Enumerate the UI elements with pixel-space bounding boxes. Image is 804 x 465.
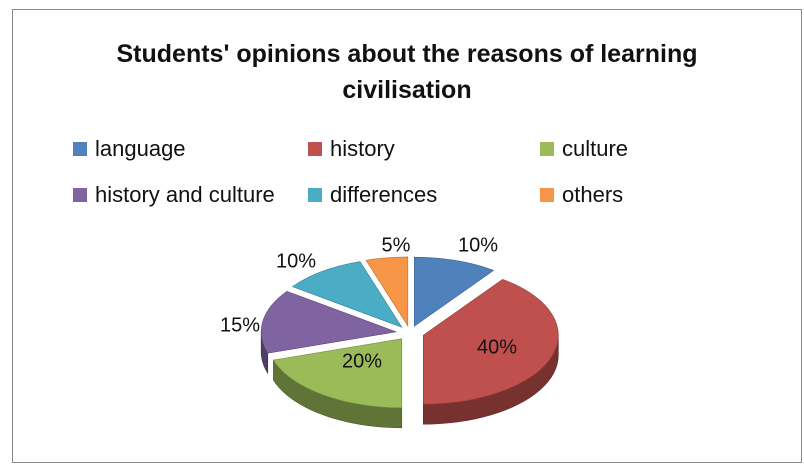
legend-label-culture: culture: [562, 136, 629, 161]
legend-label-language: language: [95, 136, 186, 161]
legend-swatch-history-and-culture: [73, 188, 87, 202]
data-label-culture: 20%: [342, 350, 382, 372]
pie-slice-differences: [291, 261, 403, 328]
legend-swatch-culture: [540, 142, 554, 156]
legend-item-culture: culture: [540, 136, 628, 162]
legend-item-language: language: [73, 136, 186, 162]
data-label-history-and-culture: 15%: [220, 314, 260, 336]
data-label-differences: 10%: [276, 250, 316, 272]
legend-label-others: others: [562, 182, 624, 207]
pie-slice-culture: [272, 338, 403, 409]
legend-swatch-others: [540, 188, 554, 202]
chart-title: Students' opinions about the reasons of …: [12, 36, 802, 108]
legend-swatch-language: [73, 142, 87, 156]
pie-slice-history: [423, 279, 559, 405]
legend-label-history: history: [330, 136, 395, 161]
legend-item-others: others: [540, 182, 623, 208]
legend-item-history: history: [308, 136, 395, 162]
legend-swatch-history: [308, 142, 322, 156]
data-label-history: 40%: [477, 336, 517, 358]
legend-label-differences: differences: [330, 182, 438, 207]
chart-frame: [12, 9, 802, 463]
legend-label-history-and-culture: history and culture: [95, 182, 275, 207]
legend-swatch-differences: [308, 188, 322, 202]
data-label-language: 10%: [458, 234, 498, 256]
pie-slice-others: [365, 256, 409, 327]
chart-title-line-1: Students' opinions about the reasons of …: [116, 40, 698, 68]
pie-slice-language: [414, 256, 495, 327]
legend-item-history-and-culture: history and culture: [73, 182, 275, 208]
data-label-others: 5%: [382, 234, 411, 256]
chart-title-line-2: civilisation: [342, 76, 472, 104]
pie-slice-history-and-culture: [260, 290, 398, 354]
legend-item-differences: differences: [308, 182, 437, 208]
